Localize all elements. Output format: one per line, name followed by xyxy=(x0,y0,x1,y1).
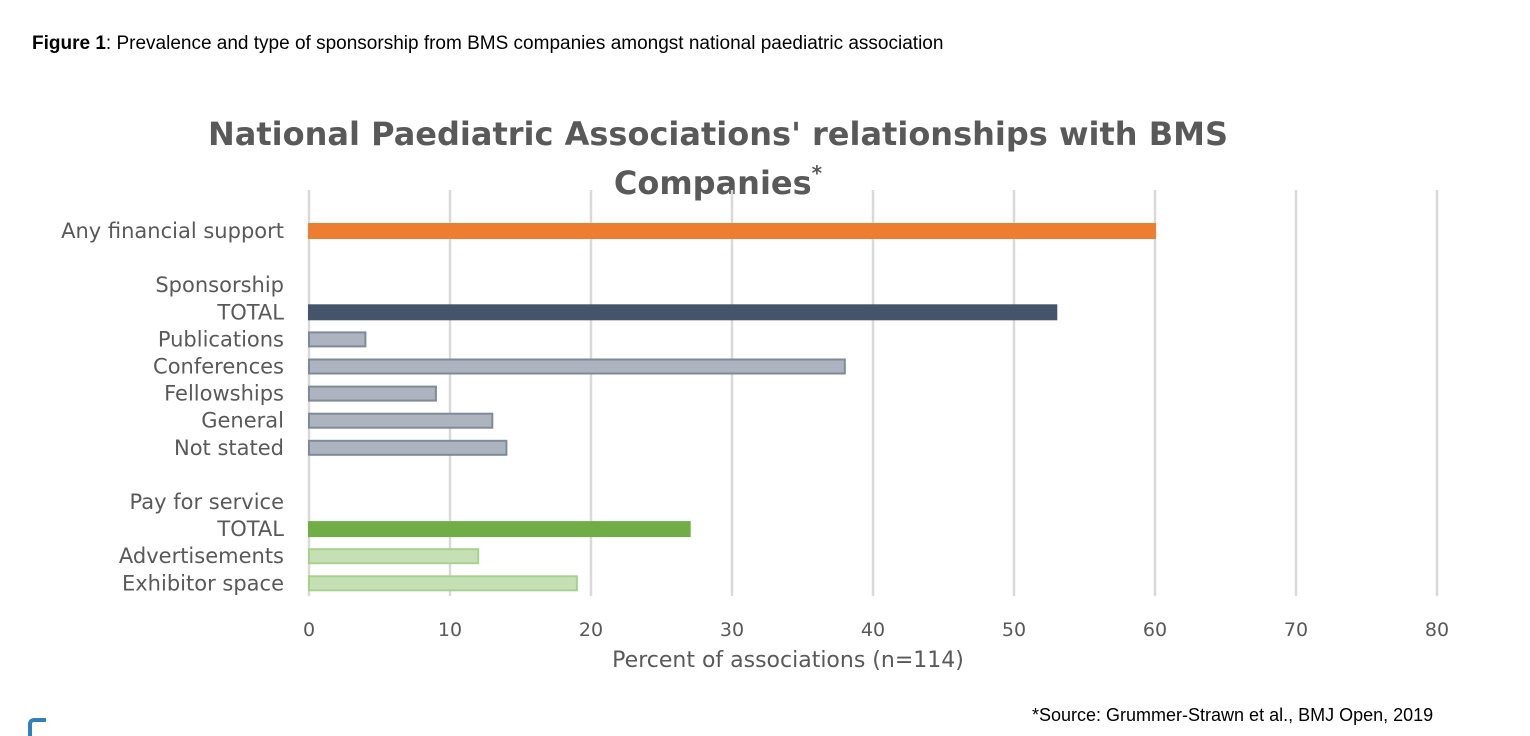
x-tick-label: 40 xyxy=(861,619,885,641)
category-label: Not stated xyxy=(174,436,284,460)
x-tick-label: 80 xyxy=(1425,619,1449,641)
x-tick-label: 60 xyxy=(1143,619,1167,641)
bar xyxy=(308,304,1058,321)
figure-caption-label: Figure 1 xyxy=(32,33,106,54)
category-label: TOTAL xyxy=(216,300,284,324)
bar xyxy=(308,575,578,592)
logo-fragment xyxy=(28,718,46,736)
category-label: Any financial support xyxy=(61,219,284,243)
bar-chart: National Paediatric Associations' relati… xyxy=(61,115,1449,673)
bar xyxy=(308,223,1156,239)
chart-title-line2-text: Companies xyxy=(614,164,812,202)
category-labels: Any financial support Sponsorship TOTAL Pub… xyxy=(61,219,284,595)
category-label: Exhibitor space xyxy=(122,571,284,595)
category-label: Pay for service xyxy=(130,490,284,514)
category-label: General xyxy=(201,409,284,433)
bar xyxy=(308,358,846,375)
chart-title-marker: * xyxy=(812,161,823,185)
x-tick-label: 30 xyxy=(720,619,744,641)
bar xyxy=(308,412,494,429)
source-note: *Source: Grummer-Strawn et al., BMJ Open… xyxy=(1032,705,1434,725)
chart-title-line1: National Paediatric Associations' relati… xyxy=(208,115,1228,153)
bar xyxy=(308,548,480,565)
bar xyxy=(308,439,508,456)
x-tick-labels: 0 10 20 30 40 50 60 70 80 xyxy=(303,619,1449,641)
category-label: Fellowships xyxy=(164,382,284,406)
category-label: Conferences xyxy=(153,355,284,379)
x-tick-label: 10 xyxy=(438,619,462,641)
figure-caption: Figure 1: Prevalence and type of sponsor… xyxy=(32,33,943,55)
bar xyxy=(308,385,437,402)
x-tick-label: 20 xyxy=(579,619,603,641)
x-tick-label: 70 xyxy=(1284,619,1308,641)
x-tick-label: 0 xyxy=(303,619,315,641)
bars xyxy=(308,223,1156,592)
figure-caption-text: : Prevalence and type of sponsorship fro… xyxy=(105,33,944,54)
category-label: Publications xyxy=(158,327,284,351)
chart-title-line2: Companies* xyxy=(614,161,823,202)
category-label: Advertisements xyxy=(119,544,284,568)
x-tick-label: 50 xyxy=(1002,619,1026,641)
category-label: TOTAL xyxy=(216,517,284,541)
x-axis-title: Percent of associations (n=114) xyxy=(612,648,964,673)
bar xyxy=(308,331,367,348)
category-label: Sponsorship xyxy=(155,273,284,297)
bar xyxy=(308,521,691,538)
